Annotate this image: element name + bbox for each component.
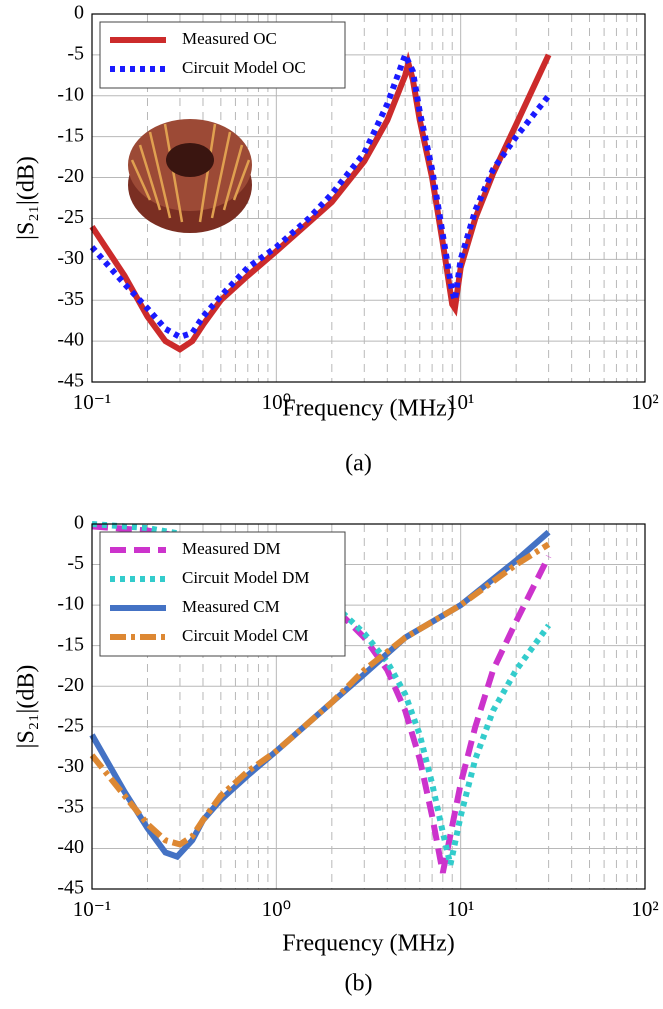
y-tick-label: -15 [57,633,84,655]
toroid-winding [130,123,251,223]
inset-photo [128,119,252,233]
series-line [89,529,551,861]
legend-label: Circuit Model OC [182,58,306,77]
legend-box [99,21,346,89]
y-tick-label: -10 [57,83,84,105]
x-tick-label: 10⁻¹ [73,390,111,414]
toroid-hole [166,143,214,177]
y-tick-label: -10 [57,593,84,615]
legend-label: Circuit Model DM [182,568,310,587]
y-tick-label: -35 [57,288,84,310]
series-line [89,47,551,341]
y-tick-label: -40 [57,836,84,858]
y-tick-label: -15 [57,124,84,146]
y-tick-label: 0 [74,512,84,534]
x-axis-label: Frequency (MHz) [282,396,455,422]
legend-label: Measured CM [182,597,280,616]
y-tick-label: -30 [57,247,84,269]
y-tick-label: -30 [57,755,84,777]
x-tick-label: 10¹ [447,390,474,414]
plot-frame [91,523,646,890]
y-tick-label: -25 [57,206,84,228]
y-tick-label: -45 [57,877,84,899]
x-tick-label: 10¹ [447,897,474,921]
y-tick-label: -20 [57,674,84,696]
y-axis-label: |S₂₁|(dB) [14,665,40,749]
y-tick-label: -45 [57,370,84,392]
y-tick-label: -35 [57,795,84,817]
y-tick-label: -20 [57,165,84,187]
y-tick-label: -40 [57,329,84,351]
caption: (a) [345,451,372,477]
y-axis-label: |S₂₁|(dB) [14,156,40,240]
plot-frame [91,13,646,383]
legend-label: Circuit Model CM [182,626,309,645]
legend-label: Measured OC [182,29,277,48]
legend-label: Measured DM [182,539,281,558]
x-tick-label: 10² [631,390,658,414]
y-tick-label: -25 [57,714,84,736]
series-line [89,541,551,848]
y-tick-label: 0 [74,2,84,24]
x-tick-label: 10⁻¹ [73,897,111,921]
x-tick-label: 10⁰ [262,897,291,921]
y-tick-label: -5 [67,552,84,574]
x-tick-label: 10² [631,897,658,921]
y-tick-label: -5 [67,42,84,64]
x-tick-label: 10⁰ [262,390,291,414]
x-axis-label: Frequency (MHz) [282,931,455,957]
caption: (b) [345,971,373,997]
series-line [89,51,552,353]
